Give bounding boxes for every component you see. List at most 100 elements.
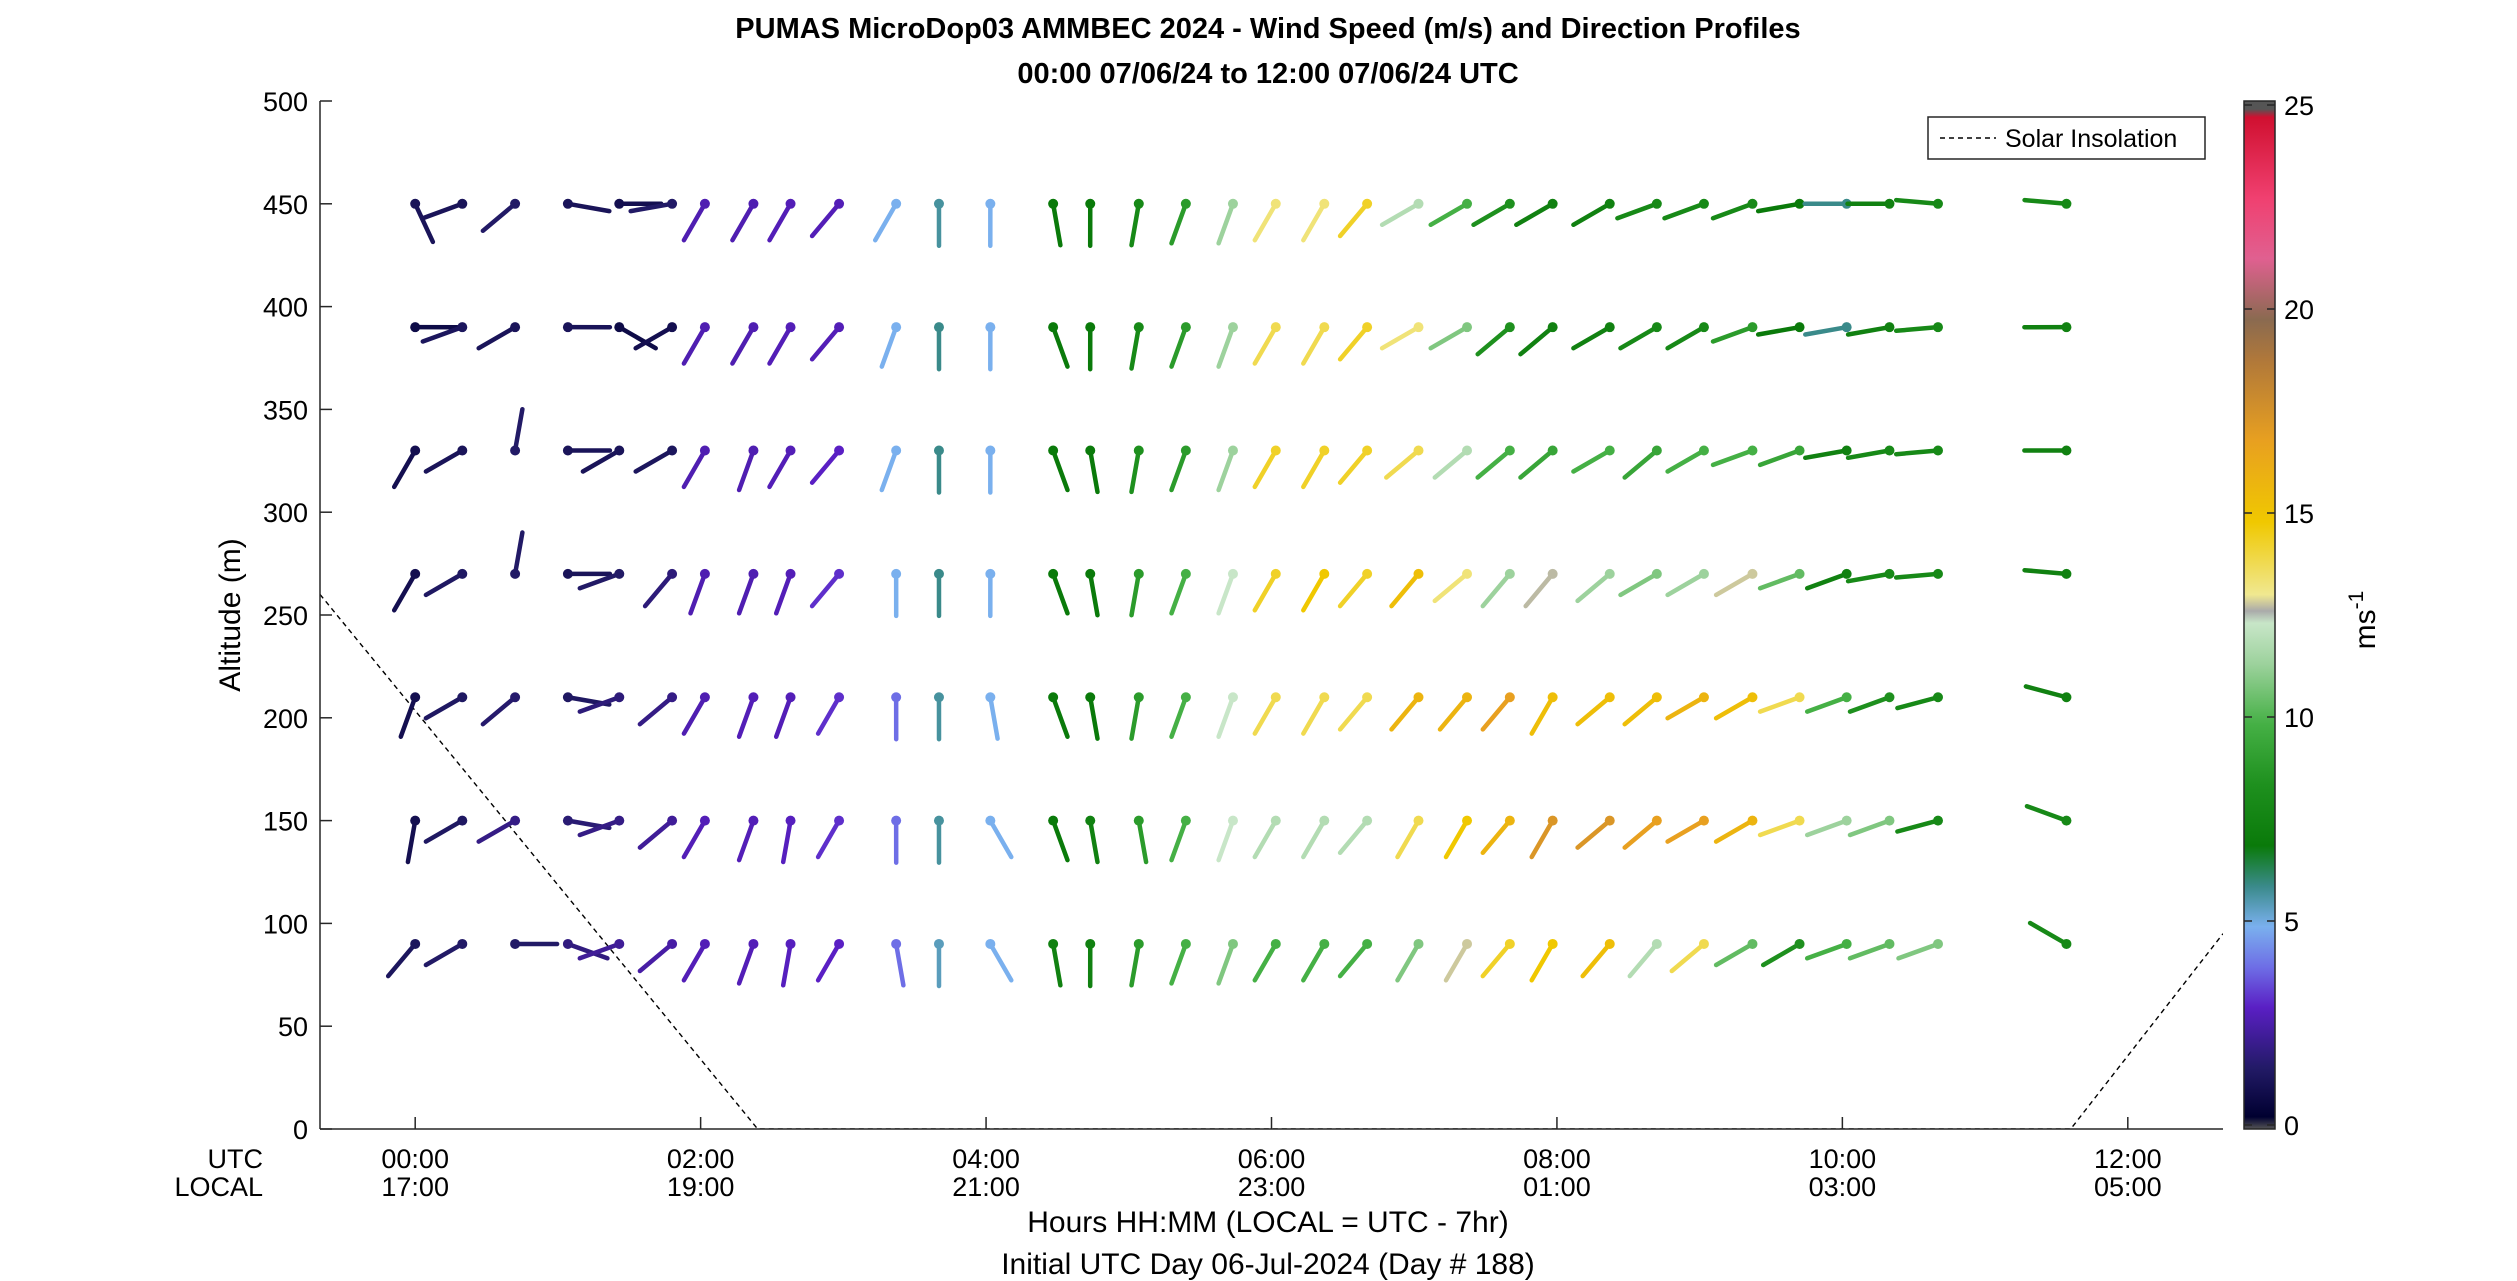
- wind-barb-dot: [1413, 938, 1424, 949]
- wind-barb-shaft: [681, 201, 708, 243]
- wind-barb: [1618, 322, 1662, 351]
- wind-barb-shaft: [1665, 324, 1707, 351]
- wind-barb-dot: [1547, 322, 1558, 333]
- wind-barb-dot: [562, 692, 573, 703]
- wind-barb-shaft: [1804, 694, 1849, 714]
- wind-barb: [736, 938, 759, 986]
- wind-barb-shaft: [879, 448, 899, 493]
- wind-barb-dot: [1884, 568, 1895, 579]
- wind-barb-dot: [410, 692, 421, 703]
- wind-barb-shaft: [1129, 324, 1142, 371]
- profile-column: [628, 198, 678, 974]
- wind-barb-dot: [1319, 692, 1330, 703]
- wind-barb: [405, 815, 421, 865]
- wind-barb-dot: [1651, 568, 1662, 579]
- wind-barb-dot: [834, 938, 845, 949]
- wind-barb: [1760, 938, 1805, 968]
- wind-barb: [1618, 568, 1662, 598]
- wind-barb-dot: [457, 938, 468, 949]
- wind-barb: [1252, 322, 1281, 366]
- x-tick-label-utc: 10:00: [1809, 1144, 1877, 1174]
- wind-barb: [1216, 568, 1238, 616]
- wind-barb: [420, 322, 468, 344]
- wind-barb-shaft: [809, 201, 842, 239]
- x-tick-label-utc: 12:00: [2094, 1144, 2162, 1174]
- wind-barb: [562, 568, 613, 579]
- wind-barb-dot: [1085, 198, 1096, 209]
- wind-barb-dot: [699, 445, 710, 456]
- wind-barb: [773, 692, 796, 739]
- wind-barb-dot: [2061, 445, 2072, 456]
- x-tick-label-local: 19:00: [667, 1172, 735, 1202]
- wind-barb-dot: [510, 568, 521, 579]
- wind-barb-dot: [667, 322, 678, 333]
- y-tick-label: 350: [263, 395, 308, 425]
- wind-barb: [933, 568, 944, 619]
- wind-barb-dot: [1884, 938, 1895, 949]
- wind-barb-dot: [2061, 322, 2072, 333]
- wind-barb-dot: [834, 322, 845, 333]
- wind-barb: [1713, 692, 1758, 721]
- wind-barb-shaft: [1618, 324, 1660, 351]
- wind-barb: [985, 568, 996, 619]
- wind-barb: [1847, 692, 1895, 714]
- wind-barb: [1169, 445, 1191, 493]
- wind-barb-dot: [1747, 322, 1758, 333]
- wind-barb-shaft: [391, 448, 418, 490]
- wind-barb-shaft: [1437, 694, 1470, 732]
- wind-barb-shaft: [1379, 201, 1421, 228]
- wind-barb: [385, 938, 421, 979]
- wind-barb-shaft: [1252, 694, 1279, 736]
- wind-barb-shaft: [1529, 941, 1555, 983]
- wind-barb: [1301, 198, 1330, 243]
- wind-barb: [1169, 938, 1191, 986]
- profile-column: [2022, 197, 2072, 949]
- wind-barb: [1575, 692, 1615, 727]
- wind-barb: [809, 322, 845, 362]
- wind-barb: [391, 445, 421, 490]
- plot-area: [320, 101, 2223, 1129]
- wind-barb-dot: [748, 815, 759, 826]
- profile-column: [1893, 197, 1943, 961]
- wind-barb-dot: [1270, 322, 1281, 333]
- wind-barb: [1893, 197, 1943, 209]
- wind-barb: [1129, 568, 1144, 618]
- wind-barb: [1518, 322, 1558, 357]
- wind-barb-shaft: [476, 818, 518, 844]
- wind-barb: [1757, 568, 1805, 591]
- wind-barb-shaft: [1379, 324, 1421, 351]
- wind-barb: [1216, 815, 1238, 863]
- wind-barb-dot: [457, 198, 468, 209]
- wind-barb-dot: [891, 692, 902, 703]
- wind-barb-dot: [699, 815, 710, 826]
- wind-barb: [423, 815, 468, 844]
- x-tick-label-utc: 00:00: [381, 1144, 449, 1174]
- wind-barb-dot: [1932, 322, 1943, 333]
- wind-barb: [562, 198, 612, 214]
- wind-barb-dot: [562, 445, 573, 456]
- wind-barb: [1669, 938, 1709, 974]
- wind-barb-shaft: [1050, 324, 1070, 369]
- wind-barb-shaft: [681, 324, 708, 366]
- wind-barb-shaft: [1895, 818, 1941, 834]
- wind-barb-dot: [933, 445, 944, 456]
- wind-barb: [1337, 938, 1373, 979]
- wind-barb-dot: [985, 198, 996, 209]
- wind-barb: [1337, 322, 1373, 362]
- wind-barb-shaft: [1893, 448, 1941, 457]
- y-tick-label: 250: [263, 601, 308, 631]
- wind-barb: [1713, 938, 1758, 968]
- wind-barb-dot: [933, 938, 944, 949]
- wind-barb: [1169, 198, 1191, 246]
- wind-barb-dot: [785, 938, 796, 949]
- wind-barb-shaft: [1252, 818, 1279, 860]
- wind-barb: [1571, 322, 1615, 351]
- wind-barb: [809, 445, 845, 485]
- profile-column: [1379, 198, 1424, 983]
- wind-barb-dot: [1319, 568, 1330, 579]
- wind-barb-shaft: [1757, 448, 1802, 468]
- wind-barb-shaft: [1803, 448, 1849, 461]
- wind-barb-shaft: [1050, 694, 1070, 739]
- wind-barb: [637, 938, 678, 974]
